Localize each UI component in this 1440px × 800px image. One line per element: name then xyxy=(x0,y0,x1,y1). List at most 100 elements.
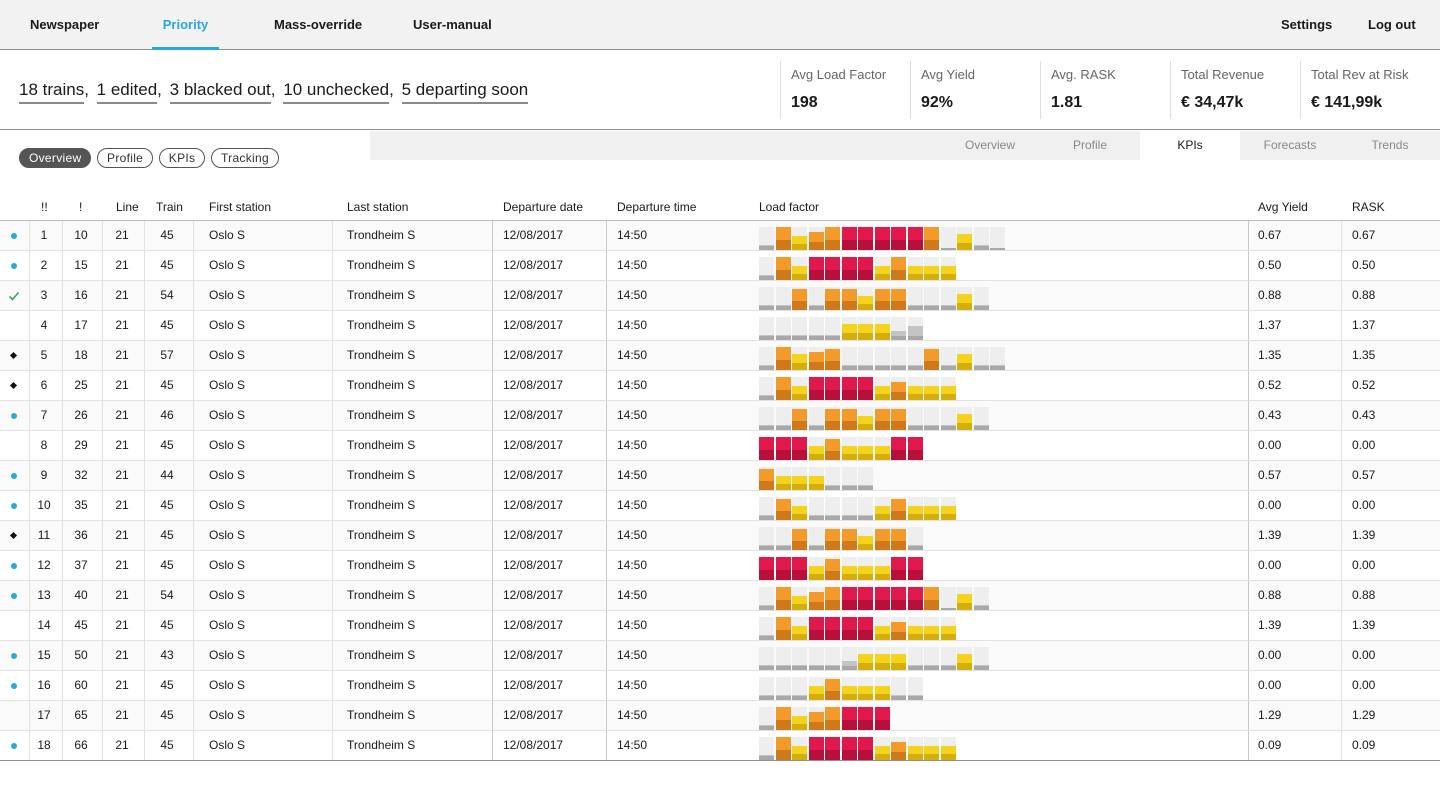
load-factor-bar[interactable] xyxy=(759,707,891,730)
segment-base xyxy=(759,366,774,370)
cell-rask: 1.37 xyxy=(1352,318,1376,332)
load-factor-bar[interactable] xyxy=(759,617,957,640)
column-divider xyxy=(144,281,145,310)
nav-priority-list[interactable]: Priority list xyxy=(152,0,219,81)
kpi-value: 92% xyxy=(921,94,954,111)
segment-background xyxy=(941,647,956,670)
load-factor-segment xyxy=(809,287,824,310)
filter-unchecked[interactable]: 10 unchecked xyxy=(283,80,390,104)
col-header-priority2[interactable]: !! xyxy=(41,200,48,214)
tab-forecasts[interactable]: Forecasts xyxy=(1263,138,1317,152)
tab-trends[interactable]: Trends xyxy=(1371,138,1409,152)
load-factor-segment xyxy=(858,287,873,310)
cell-rask: 0.00 xyxy=(1352,558,1376,572)
table-row[interactable]: 8 29 21 45 Oslo S Trondheim S 12/08/2017 14:50 0… xyxy=(0,431,1440,461)
load-factor-bar[interactable] xyxy=(759,647,990,670)
column-divider xyxy=(144,431,145,460)
table-row[interactable]: 9 32 21 44 Oslo S Trondheim S 12/08/2017 14:50 0… xyxy=(0,461,1440,491)
table-row[interactable]: 12 37 21 45 Oslo S Trondheim S 12/08/2017 14:50… xyxy=(0,551,1440,581)
nav-user-manual[interactable]: User-manual xyxy=(413,17,492,32)
load-factor-segment xyxy=(858,617,873,640)
pill-profile[interactable]: Profile xyxy=(97,148,154,168)
load-factor-segment xyxy=(809,347,824,370)
table-row[interactable]: 16 60 21 45 Oslo S Trondheim S 12/08/2017 14:50… xyxy=(0,671,1440,701)
load-factor-bar[interactable] xyxy=(759,527,924,550)
table-row[interactable]: 17 65 21 45 Oslo S Trondheim S 12/08/2017 14:50… xyxy=(0,701,1440,731)
load-factor-segment xyxy=(842,287,857,310)
col-header-first-station[interactable]: First station xyxy=(209,200,272,214)
table-row[interactable]: 7 26 21 46 Oslo S Trondheim S 12/08/2017 14:50 0… xyxy=(0,401,1440,431)
column-divider xyxy=(29,671,30,700)
table-row[interactable]: 4 17 21 45 Oslo S Trondheim S 12/08/2017 14:50 1… xyxy=(0,311,1440,341)
table-row[interactable]: 2 15 21 45 Oslo S Trondheim S 12/08/2017 14:50 0… xyxy=(0,251,1440,281)
table-row[interactable]: 13 40 21 54 Oslo S Trondheim S 12/08/2017 14:50… xyxy=(0,581,1440,611)
segment-base xyxy=(891,240,906,250)
load-factor-bar[interactable] xyxy=(759,227,1007,250)
tab-overview[interactable]: Overview xyxy=(964,138,1015,152)
column-divider xyxy=(144,251,145,280)
nav-newspaper[interactable]: Newspaper xyxy=(30,17,100,32)
col-header-last-station[interactable]: Last station xyxy=(347,200,409,214)
col-header-rask[interactable]: RASK xyxy=(1352,200,1385,214)
table-row[interactable]: 6 25 21 45 Oslo S Trondheim S 12/08/2017 14:50 0… xyxy=(0,371,1440,401)
load-factor-segment xyxy=(809,647,824,670)
table-row[interactable]: 10 35 21 45 Oslo S Trondheim S 12/08/2017 14:50… xyxy=(0,491,1440,521)
load-factor-bar[interactable] xyxy=(759,467,875,490)
table-row[interactable]: 14 45 21 45 Oslo S Trondheim S 12/08/2017 14:50… xyxy=(0,611,1440,641)
segment-base xyxy=(974,666,989,670)
load-factor-segment xyxy=(990,347,1005,370)
load-factor-bar[interactable] xyxy=(759,437,924,460)
segment-base xyxy=(809,454,824,460)
segment-base xyxy=(792,514,807,520)
segment-base xyxy=(924,426,939,430)
pill-kpis[interactable]: KPIs xyxy=(158,148,206,168)
table-row[interactable]: 1 10 21 45 Oslo S Trondheim S 12/08/2017 14:50 0… xyxy=(0,221,1440,251)
cell-last-station: Trondheim S xyxy=(347,588,416,602)
cell-line: 21 xyxy=(115,708,129,722)
load-factor-bar[interactable] xyxy=(759,677,924,700)
load-factor-bar[interactable] xyxy=(759,737,957,760)
col-header-load-factor[interactable]: Load factor xyxy=(759,200,820,214)
load-factor-bar[interactable] xyxy=(759,377,957,400)
segment-background xyxy=(792,677,807,700)
load-factor-bar[interactable] xyxy=(759,287,990,310)
load-factor-bar[interactable] xyxy=(759,257,957,280)
col-header-train[interactable]: Train xyxy=(156,200,183,214)
segment-base xyxy=(891,696,906,700)
column-divider xyxy=(144,701,145,730)
table-row[interactable]: 15 50 21 43 Oslo S Trondheim S 12/08/2017 14:50… xyxy=(0,641,1440,671)
col-header-departure-date[interactable]: Departure date xyxy=(503,200,584,214)
settings-link[interactable]: Settings xyxy=(1281,17,1333,32)
load-factor-bar[interactable] xyxy=(759,587,990,610)
load-factor-bar[interactable] xyxy=(759,407,990,430)
filter-edited[interactable]: 1 edited xyxy=(96,80,158,104)
load-factor-bar[interactable] xyxy=(759,497,957,520)
load-factor-bar[interactable] xyxy=(759,347,1007,370)
table-row[interactable]: 11 36 21 45 Oslo S Trondheim S 12/08/2017 14:50… xyxy=(0,521,1440,551)
kpi-label: Avg. RASK xyxy=(1051,67,1116,82)
tab-profile[interactable]: Profile xyxy=(1072,138,1107,152)
nav-mass-override[interactable]: Mass-override xyxy=(274,17,363,32)
segment-base xyxy=(858,600,873,610)
load-factor-bar[interactable] xyxy=(759,317,924,340)
col-header-avg-yield[interactable]: Avg Yield xyxy=(1258,200,1308,214)
col-header-line[interactable]: Line xyxy=(116,200,139,214)
segment-base xyxy=(908,754,923,760)
pill-overview[interactable]: Overview xyxy=(19,148,92,168)
filter-trains[interactable]: 18 trains xyxy=(19,80,85,104)
segment-base xyxy=(759,246,774,250)
filter-blacked-out[interactable]: 3 blacked out xyxy=(169,80,271,104)
table-row[interactable]: 3 16 21 54 Oslo S Trondheim S 12/08/2017 14:50 0… xyxy=(0,281,1440,311)
tab-kpis[interactable]: KPIs xyxy=(1140,131,1240,160)
filter-departing-soon[interactable]: 5 departing soon xyxy=(401,80,529,104)
col-header-departure-time[interactable]: Departure time xyxy=(617,200,697,214)
pill-tracking[interactable]: Tracking xyxy=(210,148,279,168)
cell-departure-date: 12/08/2017 xyxy=(503,498,564,512)
table-row[interactable]: 5 18 21 57 Oslo S Trondheim S 12/08/2017 14:50 1… xyxy=(0,341,1440,371)
segment-base xyxy=(924,274,939,280)
logout-link[interactable]: Log out xyxy=(1368,17,1416,32)
col-header-priority1[interactable]: ! xyxy=(79,200,83,214)
segment-base xyxy=(908,394,923,400)
table-row[interactable]: 18 66 21 45 Oslo S Trondheim S 12/08/2017 14:50… xyxy=(0,731,1440,761)
load-factor-bar[interactable] xyxy=(759,557,924,580)
